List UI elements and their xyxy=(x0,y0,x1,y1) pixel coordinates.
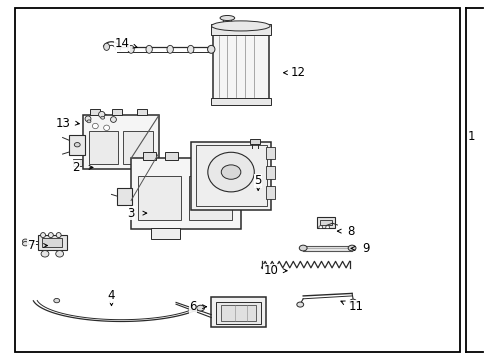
Bar xyxy=(216,302,261,324)
Circle shape xyxy=(87,120,91,123)
Bar xyxy=(150,228,180,239)
Text: 6: 6 xyxy=(189,300,197,313)
Ellipse shape xyxy=(48,233,53,238)
Text: 2: 2 xyxy=(72,161,80,174)
Ellipse shape xyxy=(207,45,214,53)
Bar xyxy=(90,109,100,115)
Text: 12: 12 xyxy=(290,66,305,79)
Bar xyxy=(69,135,85,155)
Circle shape xyxy=(22,242,28,246)
Circle shape xyxy=(101,116,104,119)
Bar xyxy=(89,131,118,164)
Ellipse shape xyxy=(207,152,254,192)
Bar xyxy=(123,131,152,164)
Bar xyxy=(265,186,275,199)
Ellipse shape xyxy=(146,45,152,53)
Ellipse shape xyxy=(211,21,269,31)
Bar xyxy=(210,98,270,105)
Bar xyxy=(320,220,331,225)
Circle shape xyxy=(196,305,204,311)
Bar xyxy=(265,147,275,159)
Ellipse shape xyxy=(103,125,109,130)
Text: 11: 11 xyxy=(348,300,363,313)
Bar xyxy=(190,142,271,210)
Circle shape xyxy=(325,226,329,229)
Circle shape xyxy=(318,226,322,229)
Text: 14: 14 xyxy=(115,37,129,50)
Bar xyxy=(131,158,241,229)
Bar xyxy=(265,166,275,179)
Bar xyxy=(137,109,146,115)
Bar xyxy=(165,152,177,160)
Bar xyxy=(221,305,256,321)
Ellipse shape xyxy=(220,15,234,21)
Ellipse shape xyxy=(110,117,116,122)
Bar xyxy=(316,217,335,228)
Bar xyxy=(112,109,122,115)
Ellipse shape xyxy=(127,45,134,53)
Text: 7: 7 xyxy=(28,239,36,252)
Circle shape xyxy=(299,245,306,251)
Circle shape xyxy=(221,165,240,179)
Bar xyxy=(42,238,61,247)
Bar xyxy=(250,139,260,144)
Circle shape xyxy=(347,245,355,251)
Text: 9: 9 xyxy=(361,242,369,255)
Bar xyxy=(303,246,351,251)
Bar xyxy=(211,297,265,327)
Text: 1: 1 xyxy=(467,130,474,143)
Circle shape xyxy=(22,239,28,243)
Bar xyxy=(73,159,82,166)
Ellipse shape xyxy=(56,233,61,238)
Bar xyxy=(38,235,66,250)
Bar xyxy=(210,24,270,35)
Bar xyxy=(188,176,231,220)
Circle shape xyxy=(296,302,303,307)
Ellipse shape xyxy=(166,45,173,53)
Bar xyxy=(138,176,181,220)
Text: 8: 8 xyxy=(346,225,354,238)
Ellipse shape xyxy=(41,233,45,238)
Bar xyxy=(143,152,155,160)
Circle shape xyxy=(349,299,356,304)
Text: 3: 3 xyxy=(127,207,135,220)
Text: 4: 4 xyxy=(107,289,115,302)
Text: 5: 5 xyxy=(254,174,262,187)
Ellipse shape xyxy=(85,116,91,122)
Ellipse shape xyxy=(41,251,49,257)
Bar xyxy=(83,115,159,169)
Circle shape xyxy=(54,298,60,303)
Bar xyxy=(117,188,132,205)
Ellipse shape xyxy=(103,43,109,50)
Text: 10: 10 xyxy=(264,264,278,277)
Ellipse shape xyxy=(56,251,63,257)
Circle shape xyxy=(74,143,80,147)
Text: 13: 13 xyxy=(56,117,71,130)
Ellipse shape xyxy=(92,123,98,129)
Ellipse shape xyxy=(98,111,104,117)
Bar xyxy=(212,29,268,103)
Ellipse shape xyxy=(187,45,193,53)
Bar xyxy=(195,145,266,206)
